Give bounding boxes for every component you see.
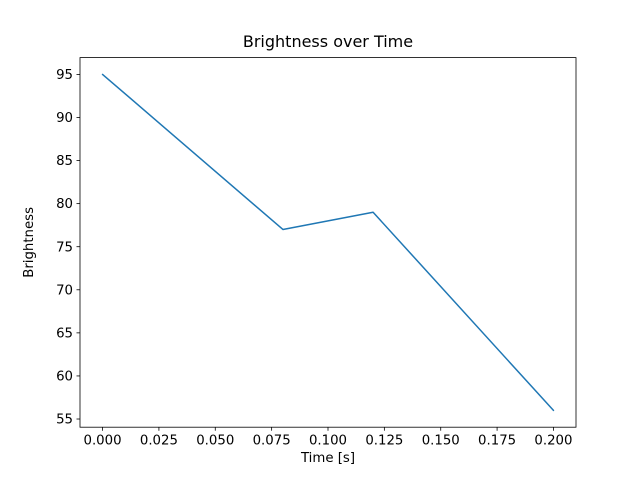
data-line [101, 73, 555, 412]
x-tick-label: 0.025 [140, 434, 178, 449]
y-tick-label: 55 [56, 413, 73, 428]
x-tick-label: 0.000 [84, 434, 122, 449]
y-tick-label: 80 [56, 197, 73, 212]
y-tick-label: 95 [56, 68, 73, 83]
y-tick-label: 75 [56, 240, 73, 255]
y-tick-label: 70 [56, 283, 73, 298]
x-axis-label: Time [s] [300, 451, 355, 466]
y-tick-label: 65 [56, 326, 73, 341]
y-axis-label: Brightness [22, 207, 37, 278]
x-tick-label: 0.175 [478, 434, 516, 449]
plot-area [79, 57, 577, 428]
x-tick-label: 0.100 [309, 434, 347, 449]
y-tick-label: 60 [56, 370, 73, 385]
y-tick-label: 85 [56, 154, 73, 169]
x-tick-label: 0.200 [534, 434, 572, 449]
y-tick-label: 90 [56, 111, 73, 126]
x-tick-label: 0.150 [422, 434, 460, 449]
x-tick-label: 0.075 [253, 434, 291, 449]
x-tick-label: 0.125 [365, 434, 403, 449]
x-tick-label: 0.050 [196, 434, 234, 449]
chart-title: Brightness over Time [243, 32, 413, 51]
